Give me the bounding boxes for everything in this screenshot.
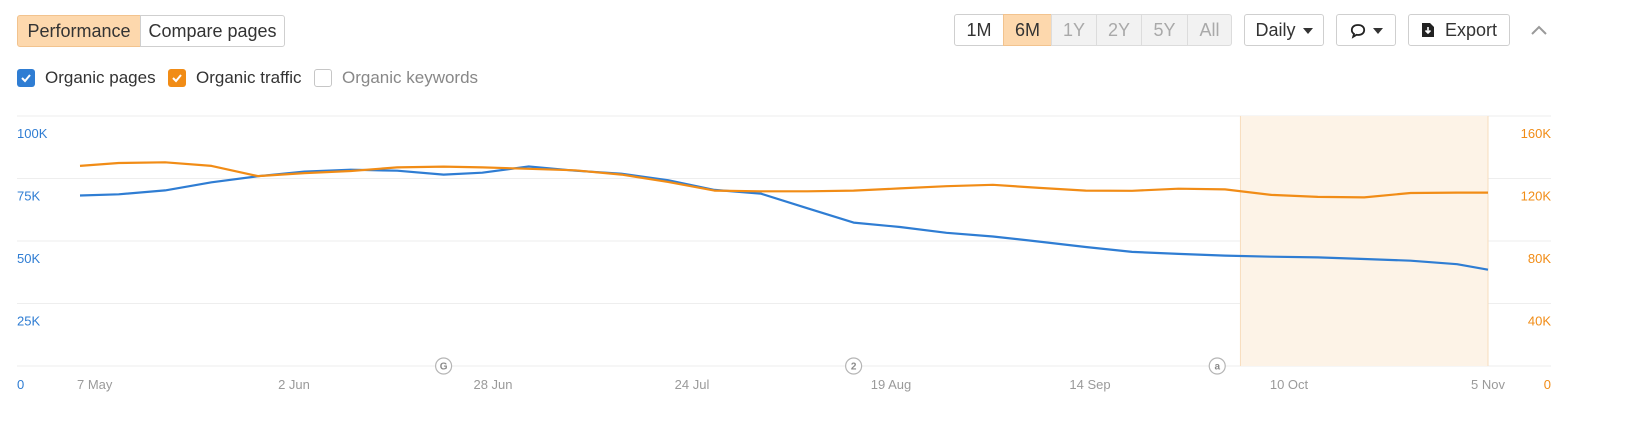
x-tick: 28 Jun bbox=[473, 377, 512, 392]
legend-label: Organic traffic bbox=[196, 68, 302, 87]
highlight-region bbox=[1239, 116, 1489, 366]
highlight-area bbox=[1240, 116, 1488, 366]
y-tick-right: 40K bbox=[1528, 314, 1551, 329]
annotations-menu-button[interactable] bbox=[1336, 14, 1396, 46]
x-tick: 7 May bbox=[77, 377, 113, 392]
y-tick-left: 50K bbox=[17, 251, 40, 266]
interval-label: Daily bbox=[1255, 20, 1296, 40]
y-tick-left: 25K bbox=[17, 314, 40, 329]
range-all-button[interactable]: All bbox=[1187, 14, 1232, 46]
check-icon bbox=[21, 74, 31, 83]
series-line-organic-traffic bbox=[79, 161, 1488, 199]
check-icon bbox=[172, 74, 182, 83]
event-marker: 2 bbox=[845, 357, 863, 375]
y-axis-left: 100K 75K 50K 25K 0 bbox=[17, 126, 48, 392]
event-marker: a bbox=[1208, 357, 1226, 375]
series-line-organic-pages bbox=[79, 165, 1489, 271]
checkbox-organic-traffic[interactable] bbox=[168, 69, 186, 87]
interval-dropdown[interactable]: Daily bbox=[1244, 14, 1324, 46]
y-tick-right: 160K bbox=[1521, 126, 1552, 141]
x-tick: 2 Jun bbox=[278, 377, 310, 392]
y-axis-right: 160K 120K 80K 40K 0 bbox=[1521, 126, 1552, 392]
legend-label: Organic pages bbox=[45, 68, 156, 87]
x-tick: 19 Aug bbox=[871, 377, 912, 392]
legend-organic-traffic[interactable]: Organic traffic bbox=[168, 66, 302, 90]
comment-icon bbox=[1350, 24, 1365, 40]
range-5y-button[interactable]: 5Y bbox=[1141, 14, 1188, 46]
x-tick: 14 Sep bbox=[1069, 377, 1110, 392]
event-markers: G 2 a bbox=[435, 357, 1226, 375]
export-button[interactable]: Export bbox=[1408, 14, 1510, 46]
range-2y-button[interactable]: 2Y bbox=[1096, 14, 1142, 46]
event-marker: G bbox=[435, 357, 453, 375]
event-marker-circle bbox=[1208, 357, 1226, 375]
legend-organic-keywords[interactable]: Organic keywords bbox=[314, 66, 478, 90]
range-1y-button[interactable]: 1Y bbox=[1051, 14, 1097, 46]
event-marker-label: 2 bbox=[851, 362, 857, 373]
x-tick: 10 Oct bbox=[1270, 377, 1309, 392]
event-marker-label: G bbox=[440, 362, 448, 373]
export-label: Export bbox=[1444, 20, 1498, 40]
y-tick-right: 80K bbox=[1528, 251, 1551, 266]
traffic-chart: 100K 75K 50K 25K 0 160K 120K 80K 40K 0 7 May 2 Ju… bbox=[17, 115, 1552, 392]
range-1m-button[interactable]: 1M bbox=[954, 14, 1004, 46]
checkbox-organic-pages[interactable] bbox=[17, 69, 35, 87]
event-marker-label: a bbox=[1214, 362, 1220, 373]
chevron-up-icon[interactable] bbox=[1530, 24, 1548, 36]
legend-organic-pages[interactable]: Organic pages bbox=[17, 66, 156, 90]
y-tick-left: 75K bbox=[17, 189, 40, 204]
y-tick-left: 100K bbox=[17, 126, 48, 141]
x-axis: 7 May 2 Jun 28 Jun 24 Jul 19 Aug 14 Sep 10 Oct… bbox=[77, 377, 1505, 392]
x-tick: 24 Jul bbox=[675, 377, 710, 392]
y-tick-right: 0 bbox=[1544, 377, 1551, 392]
caret-down-icon bbox=[1302, 28, 1313, 35]
chart-series bbox=[79, 161, 1489, 271]
y-tick-right: 120K bbox=[1521, 189, 1552, 204]
range-6m-button[interactable]: 6M bbox=[1003, 14, 1052, 46]
x-tick: 5 Nov bbox=[1471, 377, 1505, 392]
y-tick-left: 0 bbox=[17, 377, 24, 392]
download-icon bbox=[1421, 22, 1434, 37]
tab-performance[interactable]: Performance bbox=[17, 15, 141, 47]
event-marker-circle bbox=[845, 357, 863, 375]
legend-label: Organic keywords bbox=[342, 68, 479, 87]
tab-compare-pages[interactable]: Compare pages bbox=[140, 15, 285, 47]
caret-down-icon bbox=[1372, 28, 1383, 35]
checkbox-organic-keywords[interactable] bbox=[314, 69, 332, 87]
event-marker-circle bbox=[435, 357, 453, 375]
